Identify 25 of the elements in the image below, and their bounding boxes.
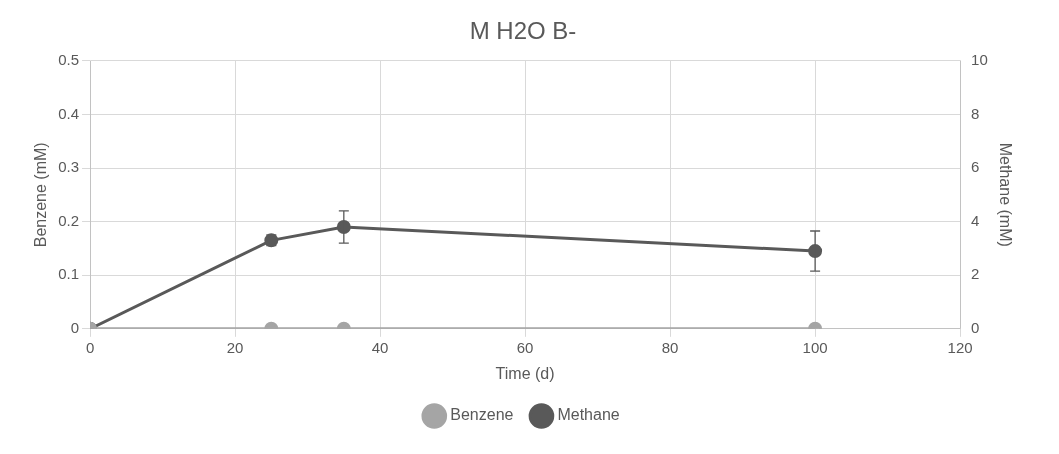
y-axis-title: Benzene (mM) xyxy=(32,142,50,248)
x-tick-label: 40 xyxy=(371,338,389,356)
y-tick-label: 0.3 xyxy=(58,158,80,176)
x-axis-title: Time (d) xyxy=(495,364,555,382)
x-tick-label: 100 xyxy=(802,338,828,356)
y-tick-label: 0.5 xyxy=(58,50,80,68)
y-tick-label: 0.2 xyxy=(58,211,80,229)
legend-label: Methane xyxy=(557,406,620,424)
legend-label: Benzene xyxy=(450,406,514,424)
y-tick-label: 0 xyxy=(70,318,80,336)
x-tick-label: 120 xyxy=(947,338,973,356)
y2-tick-label: 0 xyxy=(971,318,980,336)
x-tick-label: 60 xyxy=(516,338,534,356)
chart-title: M H2O B- xyxy=(469,17,577,45)
y2-tick-label: 6 xyxy=(971,158,980,176)
y-tick-label: 0.1 xyxy=(58,265,80,283)
y2-tick-label: 4 xyxy=(971,211,980,229)
y2-tick-label: 8 xyxy=(971,104,980,122)
y2-tick-label: 2 xyxy=(971,265,980,283)
x-tick-label: 80 xyxy=(661,338,679,356)
x-tick-label: 20 xyxy=(226,338,244,356)
x-tick-label: 0 xyxy=(85,338,95,356)
y-tick-label: 0.4 xyxy=(58,104,80,122)
y2-axis-title: Methane (mM) xyxy=(996,142,1014,247)
y2-tick-label: 10 xyxy=(971,50,988,68)
